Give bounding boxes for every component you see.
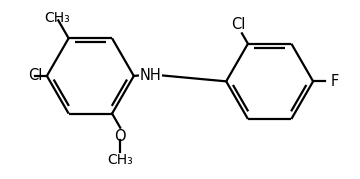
Text: Cl: Cl xyxy=(28,68,43,83)
Text: Cl: Cl xyxy=(231,17,246,32)
Text: NH: NH xyxy=(139,68,161,83)
Text: CH₃: CH₃ xyxy=(44,11,70,25)
Text: F: F xyxy=(330,74,339,89)
Text: CH₃: CH₃ xyxy=(107,153,133,167)
Text: O: O xyxy=(114,129,126,144)
